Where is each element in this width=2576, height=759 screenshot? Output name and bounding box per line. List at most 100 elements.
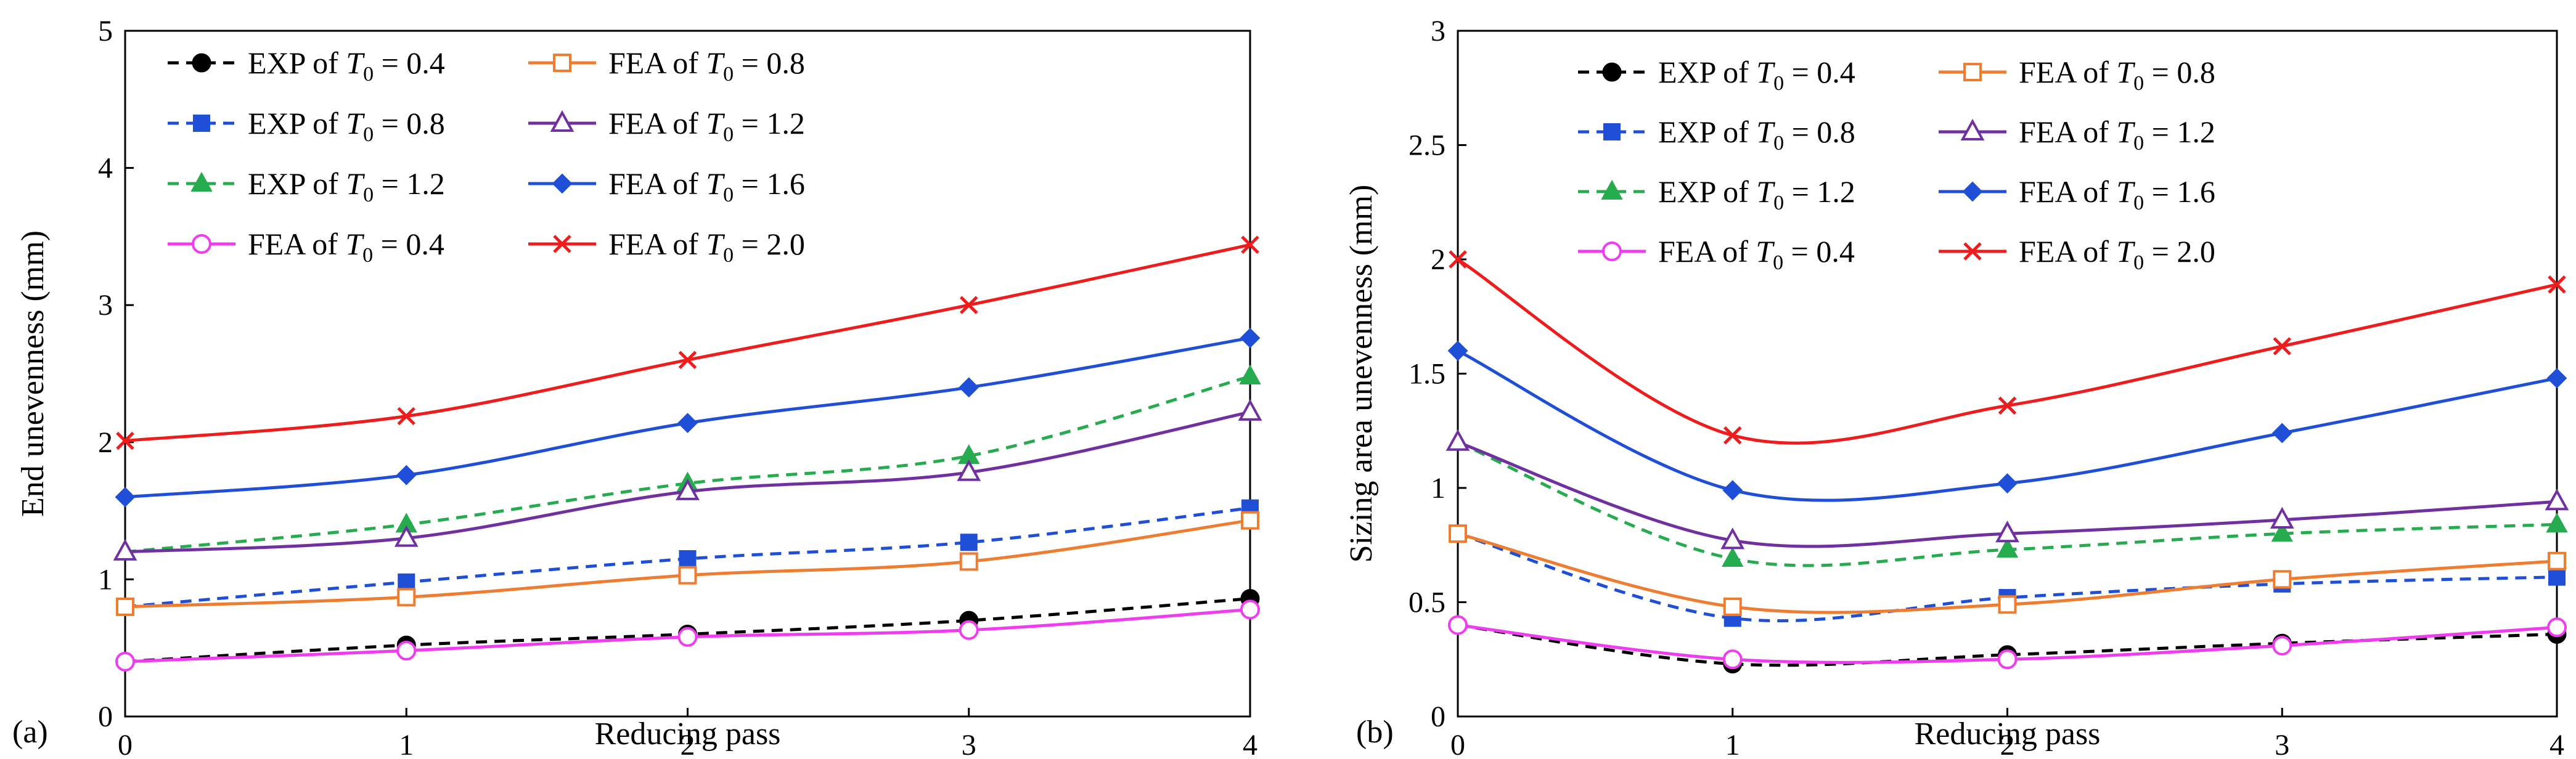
- data-point-marker: [679, 550, 697, 568]
- data-point-marker: [1995, 521, 2019, 543]
- legend-label: FEA of T0 = 2.0: [608, 227, 805, 267]
- data-point-marker: [1445, 429, 1470, 451]
- data-point-marker: [116, 597, 134, 616]
- x-tick-label: 0: [1450, 729, 1465, 756]
- data-point-marker: [397, 588, 416, 607]
- data-point-marker: [1722, 546, 1744, 567]
- legend-label: FEA of T0 = 0.4: [1658, 234, 1855, 274]
- data-point-marker: [2545, 489, 2569, 511]
- legend-label: EXP of T0 = 1.2: [1658, 174, 1855, 214]
- y-tick-label: 4: [98, 152, 113, 185]
- legend-label: FEA of T0 = 1.2: [608, 106, 805, 146]
- y-tick-label: 2: [1431, 243, 1445, 276]
- series-3: [115, 599, 1260, 672]
- data-point-marker: [957, 459, 981, 481]
- y-tick-label: 3: [1431, 15, 1445, 47]
- data-point-marker: [2546, 513, 2568, 533]
- data-point-marker: [1723, 426, 1742, 445]
- panel-label: (a): [12, 715, 48, 750]
- x-tick-label: 1: [1725, 729, 1740, 756]
- legend-marker: [193, 115, 210, 132]
- series-4: [1449, 524, 2566, 616]
- panel-b: 0 0.5 1 1.5 2 2.5 3 0 1 2 3 4 Reducing pass Sizing ar…: [1344, 15, 2569, 759]
- legend-item: FEA of T0 = 0.4: [168, 227, 444, 267]
- data-point-marker: [1722, 649, 1743, 670]
- legend: EXP of T0 = 0.4 EXP of T0 = 0.8 EXP of T0 …: [1578, 55, 2215, 274]
- series-line: [125, 375, 1251, 554]
- y-tick-label: 1: [1431, 472, 1445, 505]
- legend-marker: [1960, 118, 1985, 140]
- legend-marker: [1962, 181, 1983, 202]
- series-3: [1448, 615, 2567, 670]
- data-point-marker: [2271, 423, 2292, 444]
- legend-item: FEA of T0 = 2.0: [528, 227, 805, 267]
- data-point-marker: [1449, 250, 1467, 269]
- data-point-marker: [677, 413, 698, 434]
- legend-marker: [1603, 123, 1621, 140]
- y-tick-label: 2: [98, 426, 113, 459]
- data-point-marker: [1997, 473, 2018, 493]
- legend-label: FEA of T0 = 0.8: [608, 46, 805, 86]
- legend-item: FEA of T0 = 1.6: [1939, 174, 2215, 214]
- series-6: [1447, 340, 2567, 502]
- x-tick-label: 1: [399, 729, 414, 756]
- x-tick-label: 0: [118, 729, 133, 756]
- y-tick-label: 0: [1431, 700, 1445, 733]
- data-point-marker: [1998, 595, 2017, 614]
- legend-item: FEA of T0 = 0.4: [1578, 234, 1855, 274]
- data-point-marker: [959, 620, 979, 640]
- legend-label: EXP of T0 = 1.2: [248, 166, 445, 206]
- data-point-marker: [1720, 527, 1745, 550]
- data-point-marker: [2273, 337, 2292, 355]
- data-point-marker: [2271, 522, 2293, 542]
- data-point-marker: [115, 651, 135, 672]
- series-5: [1445, 429, 2569, 550]
- y-tick-label: 3: [98, 289, 113, 322]
- data-point-marker: [2548, 551, 2566, 570]
- legend-item: EXP of T0 = 0.8: [168, 106, 445, 146]
- legend-label: FEA of T0 = 0.8: [2019, 55, 2215, 95]
- data-point-marker: [678, 351, 697, 370]
- data-point-marker: [116, 431, 134, 450]
- data-point-marker: [959, 296, 978, 314]
- data-point-marker: [2272, 635, 2292, 656]
- data-point-marker: [2547, 617, 2567, 638]
- series-6: [115, 328, 1261, 508]
- legend-label: FEA of T0 = 0.4: [248, 227, 444, 267]
- series-4: [116, 511, 1259, 616]
- legend-item: FEA of T0 = 2.0: [1939, 234, 2215, 274]
- data-point-marker: [2548, 568, 2566, 586]
- data-point-marker: [398, 573, 415, 591]
- legend-marker: [190, 171, 213, 192]
- legend-marker: [1602, 62, 1622, 82]
- y-tick-label: 1.5: [1409, 358, 1445, 391]
- legend-marker: [1963, 242, 1982, 261]
- x-tick-label: 4: [1243, 729, 1257, 756]
- legend-label: FEA of T0 = 1.6: [2019, 174, 2215, 214]
- data-point-marker: [960, 534, 978, 551]
- data-point-marker: [113, 538, 137, 561]
- panel-label: (b): [1356, 715, 1394, 750]
- data-point-marker: [1240, 599, 1260, 620]
- legend-item: EXP of T0 = 0.4: [1578, 55, 1855, 95]
- data-point-marker: [677, 627, 698, 647]
- data-point-marker: [394, 525, 419, 547]
- legend-label: FEA of T0 = 2.0: [2019, 234, 2215, 274]
- legend-marker: [1601, 179, 1623, 200]
- data-point-marker: [1448, 615, 1468, 635]
- data-point-marker: [1996, 538, 2019, 558]
- x-tick-label: 4: [2549, 729, 2564, 756]
- legend-item: FEA of T0 = 1.2: [528, 106, 805, 146]
- data-point-marker: [1238, 399, 1262, 421]
- y-axis-title: Sizing area unevenness (mm): [1344, 185, 1379, 563]
- series-5: [113, 399, 1262, 561]
- legend-marker: [192, 53, 211, 73]
- legend-marker: [552, 173, 573, 194]
- data-point-marker: [2273, 570, 2292, 589]
- data-point-marker: [396, 641, 417, 661]
- data-point-marker: [1241, 235, 1259, 254]
- legend-item: FEA of T0 = 0.8: [528, 46, 805, 86]
- legend-label: EXP of T0 = 0.8: [248, 106, 445, 146]
- data-point-marker: [1722, 480, 1743, 501]
